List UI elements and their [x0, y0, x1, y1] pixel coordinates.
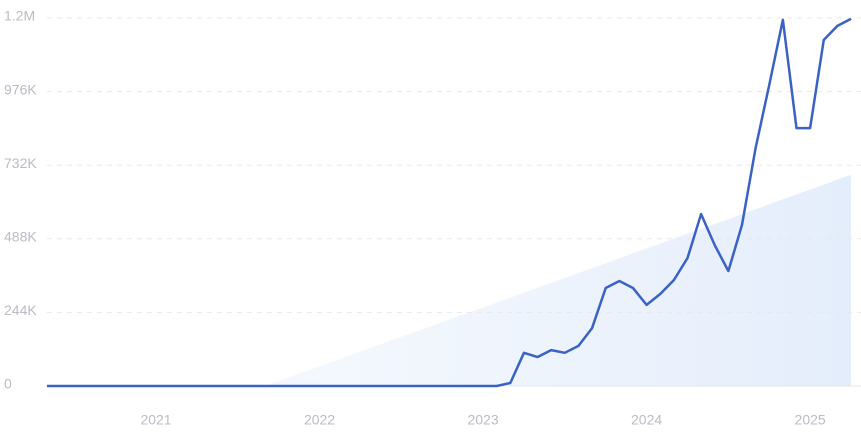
- y-tick-label: 0: [4, 376, 12, 392]
- y-tick-label: 976K: [4, 81, 37, 97]
- x-tick-label: 2021: [140, 412, 171, 428]
- y-tick-label: 732K: [4, 155, 37, 171]
- x-tick-label: 2023: [467, 412, 498, 428]
- x-tick-label: 2022: [304, 412, 335, 428]
- x-tick-label: 2025: [795, 412, 826, 428]
- y-tick-label: 488K: [4, 229, 37, 245]
- trend-area: [265, 174, 851, 386]
- x-tick-label: 2024: [631, 412, 662, 428]
- line: [47, 17, 852, 388]
- y-tick-label: 244K: [4, 302, 37, 318]
- y-tick-label: 1.2M: [4, 8, 35, 24]
